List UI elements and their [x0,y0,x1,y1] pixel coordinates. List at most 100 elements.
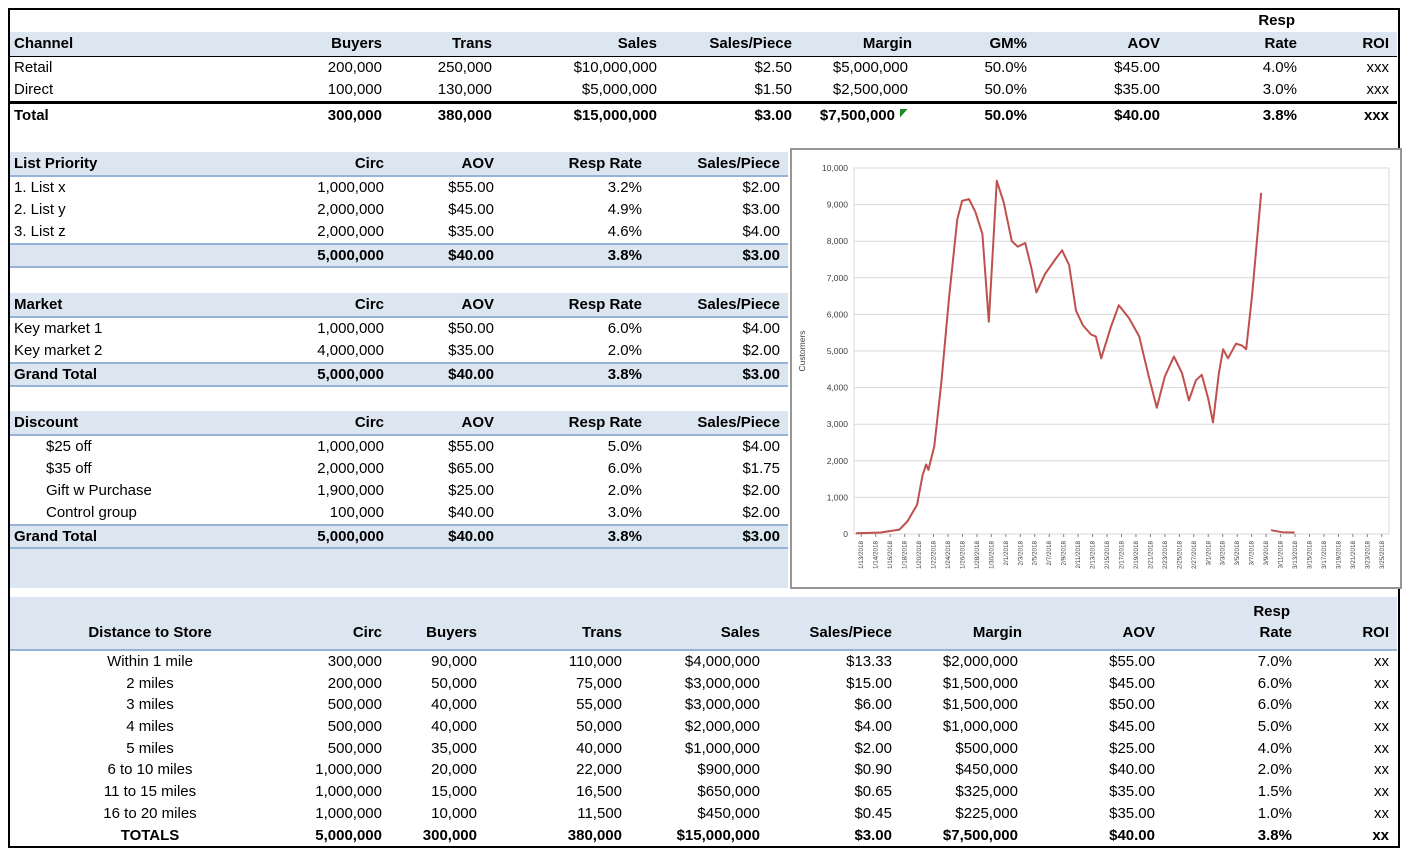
column-header[interactable]: Resp Rate [568,414,642,431]
cell[interactable]: $50.00 [1030,694,1165,716]
cell[interactable]: 200,000 [327,674,382,692]
cell[interactable]: 380,000 [437,107,492,124]
column-header[interactable]: Sales/Piece [697,414,780,431]
column-header[interactable]: AOV [461,296,494,313]
column-header[interactable]: Sales/Piece [809,624,892,641]
cell[interactable]: $3.00 [742,201,780,218]
row-label[interactable]: 1. List x [14,179,66,196]
cell[interactable]: xx [1374,653,1389,670]
cell[interactable]: $2.00 [742,342,780,359]
cell[interactable]: Resp [1258,12,1295,29]
column-header[interactable]: Channel [14,35,74,52]
cell[interactable]: $2.00 [742,179,780,196]
row-label[interactable]: 3. List z [14,223,66,240]
cell[interactable]: 6.0% [1257,696,1292,714]
column-header[interactable]: Resp Rate [568,296,642,313]
cell[interactable]: xxx [1366,81,1390,98]
cell[interactable]: 50.0% [984,81,1027,98]
column-header[interactable]: Circ [354,296,384,313]
column-header[interactable]: Distance to Store [88,624,212,641]
cell[interactable]: 4.0% [1257,739,1292,757]
cell[interactable]: $1,500,000 [900,694,1030,716]
column-header[interactable]: AOV [1122,624,1155,641]
channel-cell[interactable]: Total [14,107,49,124]
cell[interactable]: 90,000 [431,653,477,670]
distance-cell[interactable]: 6 to 10 miles [107,761,193,779]
cell[interactable]: 1,000,000 [317,438,384,455]
cell[interactable]: $1,000,000 [900,716,1030,738]
cell[interactable]: 6.0% [607,460,642,477]
cell[interactable] [920,10,1035,32]
cell[interactable]: 5.0% [1257,718,1292,736]
cell[interactable] [500,10,665,32]
cell[interactable]: 3.0% [607,504,642,521]
customers-series-line[interactable] [855,179,1263,535]
cell[interactable]: 2.0% [607,482,642,499]
cell[interactable]: $4.00 [742,438,780,455]
cell[interactable]: 130,000 [437,81,492,98]
cell[interactable]: 10,000 [431,804,477,822]
cell[interactable]: xx [1374,804,1389,822]
customers-line-chart[interactable]: 0 1,000 2,000 3,000 4,000 5,000 6,000 7,000 8,00… [790,148,1402,589]
cell[interactable]: 100,000 [327,81,382,98]
cell[interactable]: xx [1374,696,1389,714]
column-header[interactable]: Sales/Piece [697,155,780,172]
cell[interactable]: $40.00 [1035,104,1170,128]
section-title[interactable]: Market [14,296,63,313]
cell[interactable]: $40.00 [448,366,494,383]
cell[interactable]: xx [1374,718,1389,736]
cell[interactable]: $0.90 [854,761,892,779]
column-header[interactable]: Rate [1259,624,1292,641]
cell[interactable]: 2.0% [1257,761,1292,779]
cell[interactable]: $1.50 [754,81,792,98]
cell[interactable]: $45.00 [1030,673,1165,695]
cell[interactable]: $40.00 [1030,759,1165,781]
cell[interactable]: 500,000 [327,739,382,757]
column-header[interactable]: Rate [1264,35,1297,52]
cell[interactable]: Resp [1253,603,1290,620]
cell[interactable]: $55.00 [1030,651,1165,673]
cell[interactable]: $5,000,000 [500,79,665,101]
column-header[interactable]: Sales/Piece [697,296,780,313]
cell[interactable] [665,10,800,32]
cell[interactable]: $325,000 [900,781,1030,803]
cell[interactable]: $15,000,000 [630,825,768,847]
cell[interactable]: $40.00 [1030,825,1165,847]
distance-cell[interactable]: 4 miles [126,718,174,736]
row-label[interactable]: Control group [46,504,137,521]
cell[interactable]: 1,000,000 [317,179,384,196]
cell[interactable]: $40.00 [448,528,494,545]
section-title[interactable]: Discount [14,414,79,431]
cell[interactable]: 100,000 [329,504,384,521]
cell[interactable]: 35,000 [431,739,477,757]
cell[interactable]: 1,900,000 [317,482,384,499]
cell[interactable]: 5,000,000 [317,366,384,383]
cell[interactable]: $65.00 [448,460,494,477]
distance-cell[interactable]: 11 to 15 miles [103,783,197,801]
cell[interactable]: 4.6% [607,223,642,240]
cell[interactable]: xx [1372,826,1389,844]
cell[interactable]: 1,000,000 [315,783,382,801]
cell[interactable]: $450,000 [630,803,768,825]
cell[interactable]: $35.00 [1030,803,1165,825]
cell[interactable]: xx [1374,761,1389,779]
cell[interactable]: 50.0% [984,59,1027,76]
cell[interactable]: $40.00 [448,504,494,521]
cell[interactable]: $10,000,000 [500,57,665,79]
cell[interactable]: $3.00 [742,247,780,264]
cell[interactable]: $4.00 [742,320,780,337]
cell[interactable]: 2,000,000 [317,201,384,218]
column-header[interactable]: Margin [972,624,1022,641]
column-header[interactable]: Circ [354,155,384,172]
cell[interactable]: 5.0% [607,438,642,455]
cell[interactable]: xx [1374,674,1389,692]
cell[interactable]: 1.0% [1257,804,1292,822]
cell[interactable]: $2.00 [742,504,780,521]
cell[interactable]: 1,000,000 [315,761,382,779]
cell[interactable]: $0.45 [854,804,892,822]
cell[interactable]: $45.00 [1035,57,1170,79]
cell[interactable]: 4.0% [1262,59,1297,76]
cell[interactable]: $45.00 [1030,716,1165,738]
cell[interactable]: $15,000,000 [500,104,665,128]
cell[interactable]: $13.33 [846,653,892,670]
